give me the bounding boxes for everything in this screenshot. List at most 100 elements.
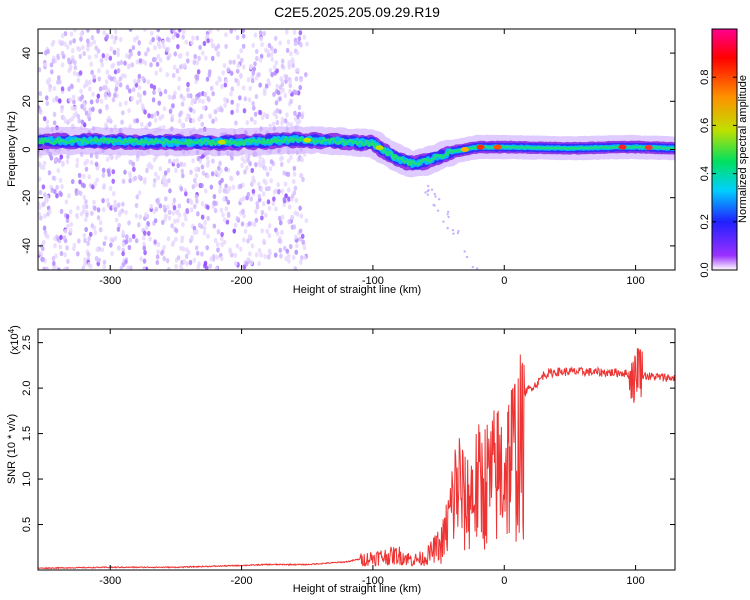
colorbar-tick-label: 0.8 — [699, 70, 711, 85]
spectrogram-tail-cell — [426, 193, 430, 196]
spectrogram-noise-cell — [277, 188, 281, 195]
spectrogram-noise-cell — [253, 61, 257, 67]
spectrogram-noise-cell — [214, 266, 219, 270]
spectrogram-noise-cell — [124, 100, 128, 106]
spectrogram-noise-cell — [84, 166, 89, 172]
spectrogram-noise-cell — [263, 166, 268, 172]
spectrogram-noise-cell — [251, 105, 256, 111]
spectrogram-noise-cell — [182, 62, 187, 69]
spectrogram-noise-cell — [121, 229, 125, 235]
colorbar-tick-label: 0.6 — [699, 118, 711, 133]
spectrogram-noise-cell — [65, 44, 70, 50]
spectrogram-noise-cell — [137, 78, 141, 84]
spectrogram-noise-cell — [157, 43, 162, 50]
spectrogram-noise-cell — [251, 100, 255, 107]
spectrogram-noise-cell — [53, 235, 57, 242]
spectrogram-noise-cell — [219, 207, 224, 213]
spectrogram-noise-cell — [132, 166, 136, 172]
spectrogram-noise-cell — [114, 29, 118, 35]
spectrogram-noise-cell — [206, 233, 210, 239]
spectrogram-noise-cell — [151, 97, 156, 103]
spectrogram-noise-cell — [215, 254, 220, 260]
spectrogram-noise-cell — [63, 41, 67, 47]
spectrogram-noise-cell — [240, 221, 245, 227]
spectrogram-noise-cell — [279, 161, 284, 167]
spectrogram-noise-cell — [135, 118, 140, 124]
spectrogram-noise-cell — [155, 61, 160, 67]
spectrogram-noise-cell — [236, 102, 240, 109]
spectrogram-noise-cell — [171, 240, 176, 246]
spectrogram-noise-cell — [131, 161, 136, 167]
spectrogram-noise-cell — [250, 167, 255, 174]
spectrogram-noise-cell — [241, 64, 246, 70]
spectrogram-noise-cell — [58, 244, 63, 250]
spectrogram-noise-cell — [264, 186, 269, 192]
spectrogram-noise-cell — [143, 109, 147, 115]
spectrogram-noise-cell — [105, 156, 110, 162]
spectrogram-noise-cell — [267, 223, 272, 229]
spectrogram-noise-cell — [268, 123, 272, 129]
spectrogram-noise-cell — [180, 235, 185, 241]
spectrogram-noise-cell — [212, 193, 217, 200]
spectrogram-noise-cell — [153, 117, 158, 123]
spectrogram-noise-cell — [305, 41, 309, 47]
spectrogram-noise-cell — [67, 86, 71, 92]
spectrogram-noise-cell — [210, 55, 215, 61]
spectrogram-noise-cell — [174, 228, 179, 234]
spectrogram-noise-cell — [280, 58, 285, 64]
spectrogram-noise-cell — [113, 92, 117, 98]
spectrogram-noise-cell — [153, 171, 158, 177]
spectrogram-noise-cell — [232, 228, 237, 234]
spectrogram-noise-cell — [105, 69, 110, 75]
spectrogram-noise-cell — [144, 212, 148, 218]
spectrogram-noise-cell — [202, 225, 207, 231]
spectrogram-noise-cell — [293, 116, 298, 122]
spectrogram-noise-cell — [62, 235, 67, 241]
spectrogram-noise-cell — [239, 72, 243, 78]
spectrogram-noise-cell — [86, 113, 91, 119]
spectrogram-noise-cell — [255, 55, 259, 62]
spectrogram-noise-cell — [206, 215, 210, 221]
spectrogram-noise-cell — [205, 245, 210, 251]
spectrogram-noise-cell — [137, 222, 141, 228]
spectrogram-noise-cell — [110, 34, 114, 40]
spectrogram-noise-cell — [211, 158, 215, 164]
spectrogram-noise-cell — [112, 49, 117, 56]
spectrogram-noise-cell — [171, 103, 175, 109]
spectrogram-noise-cell — [39, 215, 43, 221]
spectrogram-noise-cell — [284, 78, 288, 84]
spectrogram-noise-cell — [50, 187, 55, 193]
spectrogram-noise-cell — [182, 29, 186, 35]
spectrogram-noise-cell — [111, 62, 116, 68]
spectrogram-noise-cell — [82, 173, 86, 179]
spectrogram-noise-cell — [285, 248, 290, 254]
spectrogram-noise-cell — [204, 265, 209, 270]
spectrogram-noise-cell — [49, 62, 54, 68]
spectrogram-noise-cell — [76, 45, 80, 52]
spectrogram-noise-cell — [214, 169, 219, 175]
spectrogram-noise-cell — [55, 193, 59, 199]
spectrogram-noise-cell — [116, 51, 120, 57]
spectrogram-noise-cell — [89, 41, 93, 47]
spectrogram-noise-cell — [79, 36, 83, 42]
spectrogram-noise-cell — [156, 241, 161, 248]
spectrogram-noise-cell — [294, 249, 299, 255]
spectrogram-noise-cell — [185, 58, 190, 64]
spectrogram-noise-cell — [294, 76, 299, 82]
spectrogram-noise-cell — [263, 253, 267, 260]
spectrogram-noise-cell — [167, 209, 172, 215]
spectrogram-noise-cell — [284, 256, 288, 262]
spectrogram-noise-cell — [138, 98, 143, 104]
spectrogram-noise-cell — [56, 75, 61, 81]
spectrogram-noise-cell — [304, 72, 308, 78]
spectrogram-noise-cell — [97, 76, 102, 82]
spectrogram-noise-cell — [287, 59, 292, 65]
spectrogram-noise-cell — [47, 170, 52, 176]
spectrogram-noise-cell — [176, 44, 180, 50]
spectrogram-noise-cell — [185, 208, 190, 215]
spectrogram-noise-cell — [84, 79, 89, 85]
spectrogram-noise-cell — [109, 242, 113, 248]
spectrogram-noise-cell — [54, 157, 58, 163]
spectrogram-noise-cell — [135, 59, 140, 65]
spectrogram-noise-cell — [228, 249, 233, 255]
